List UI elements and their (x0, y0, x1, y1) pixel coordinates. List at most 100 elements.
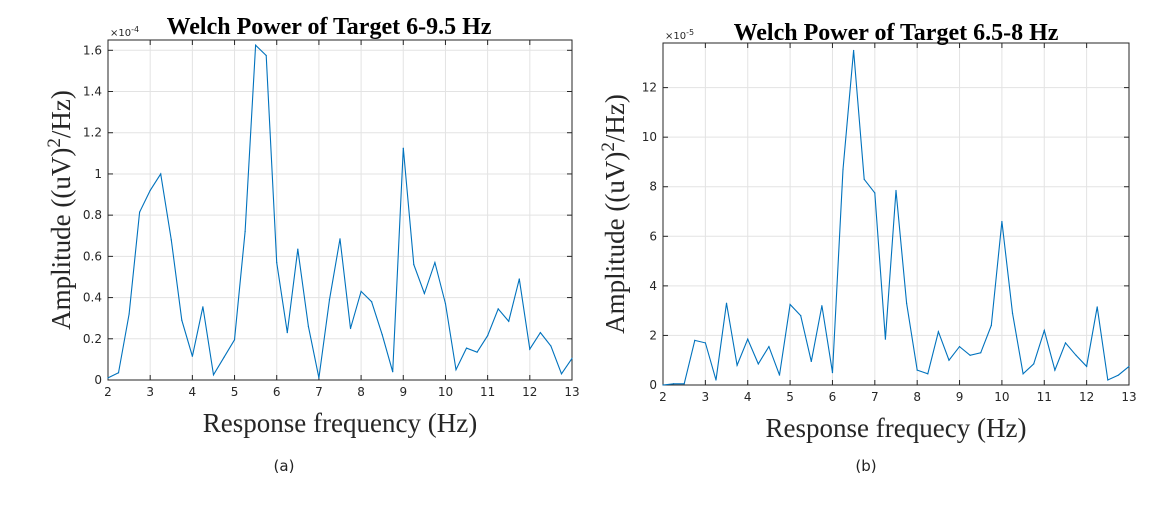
data-point (476, 351, 478, 353)
x-tick-label: 5 (786, 390, 794, 404)
data-point (927, 373, 929, 375)
x-tick-label: 11 (1037, 390, 1052, 404)
y-tick-label: 1.6 (83, 43, 102, 57)
data-point (349, 327, 352, 330)
x-tick-label: 3 (702, 390, 710, 404)
data-point (360, 290, 362, 292)
data-point (244, 231, 246, 233)
y-tick-label: 1.2 (83, 126, 102, 140)
data-point (1033, 363, 1035, 365)
y-tick-label: 2 (649, 328, 657, 342)
x-tick-label: 13 (564, 385, 579, 399)
data-point (715, 379, 717, 381)
data-point (736, 364, 738, 366)
data-point (160, 173, 162, 175)
data-point (255, 44, 257, 46)
data-point (884, 338, 887, 340)
data-point (117, 372, 120, 374)
data-point (318, 377, 320, 379)
x-tick-label: 9 (956, 390, 964, 404)
data-point (139, 211, 141, 213)
data-point (191, 355, 193, 357)
data-point (560, 373, 563, 375)
chart-title: Welch Power of Target 6.5-8 Hz (734, 20, 1059, 46)
data-point (810, 360, 812, 363)
y-tick-label: 6 (649, 229, 657, 243)
data-point (831, 372, 834, 374)
x-tick-label: 4 (189, 385, 197, 399)
x-tick-label: 3 (146, 385, 154, 399)
data-point (821, 305, 823, 307)
chart-title: Welch Power of Target 6-9.5 Hz (167, 14, 492, 40)
data-point (1064, 342, 1067, 344)
data-point (423, 292, 425, 295)
chart-panel-a: 2 3 4 5 6 7 8 9 10 11 12 13 0 0.2 0.4 0.6 0.8 1 1.2 1.4 1.6 ×… (44, 14, 580, 475)
data-point (149, 189, 151, 192)
x-tick-label: 12 (522, 385, 537, 399)
x-tick-label: 5 (231, 385, 239, 399)
data-point (1128, 365, 1130, 368)
x-tick-label: 12 (1079, 390, 1094, 404)
data-point (937, 331, 939, 333)
data-point (202, 306, 204, 308)
data-point (863, 178, 865, 180)
data-point (683, 383, 685, 385)
x-tick-label: 7 (315, 385, 323, 399)
y-exponent-label: ×10-4 (110, 25, 139, 39)
data-point (1022, 373, 1024, 375)
data-point (402, 147, 404, 149)
data-point (339, 238, 341, 240)
data-point (233, 339, 236, 341)
data-point (1096, 306, 1098, 308)
data-point (328, 299, 331, 301)
data-point (508, 320, 510, 322)
data-point (789, 303, 791, 306)
data-point (444, 303, 447, 305)
x-tick-label: 6 (829, 390, 837, 404)
data-point (1086, 365, 1088, 368)
y-tick-label: 0.6 (83, 249, 102, 263)
y-axis-label: Amplitude ((uV)2/Hz) (598, 94, 630, 334)
data-point (307, 325, 309, 328)
data-point (455, 369, 457, 371)
y-tick-label: 0 (94, 373, 102, 387)
data-point (1043, 329, 1045, 332)
data-point (571, 357, 573, 359)
y-tick-label: 0 (649, 378, 657, 392)
chart-panel-b: 2 3 4 5 6 7 8 9 10 11 12 13 0 2 4 6 8 10 12 ×10-5 Welch Powe… (588, 0, 1176, 507)
data-point (212, 374, 215, 376)
data-point (916, 369, 918, 371)
data-point (223, 356, 225, 358)
data-point (895, 189, 897, 192)
data-point (371, 301, 373, 303)
data-point (529, 348, 531, 350)
data-point (969, 354, 971, 356)
caption-a: (a) (273, 457, 295, 475)
data-point (704, 342, 706, 344)
data-point (672, 383, 675, 385)
data-point (725, 302, 728, 304)
data-point (539, 332, 541, 334)
y-tick-label: 1.4 (83, 85, 102, 99)
plot-frame (107, 39, 573, 381)
y-tick-label: 1 (94, 167, 102, 181)
data-point (487, 335, 489, 337)
data-point (980, 352, 982, 354)
data-point (800, 315, 802, 317)
x-tick-label: 2 (659, 390, 667, 404)
data-point (276, 261, 278, 264)
data-point (518, 278, 520, 280)
x-axis-label: Response frequency (Hz) (203, 408, 477, 438)
data-point (905, 302, 908, 304)
data-point (413, 264, 415, 266)
data-point (265, 54, 267, 57)
data-point (1107, 379, 1109, 381)
y-axis-label: Amplitude ((uV)2/Hz) (44, 90, 76, 330)
chart-a-svg: 2 3 4 5 6 7 8 9 10 11 12 13 0 0.2 0.4 0.6 0.8 1 1.2 1.4 1.6 ×… (44, 14, 580, 438)
x-tick-label: 13 (1121, 390, 1136, 404)
x-tick-label: 10 (994, 390, 1009, 404)
caption-b: (b) (855, 457, 877, 475)
x-tick-label: 10 (438, 385, 453, 399)
data-point (128, 313, 130, 315)
